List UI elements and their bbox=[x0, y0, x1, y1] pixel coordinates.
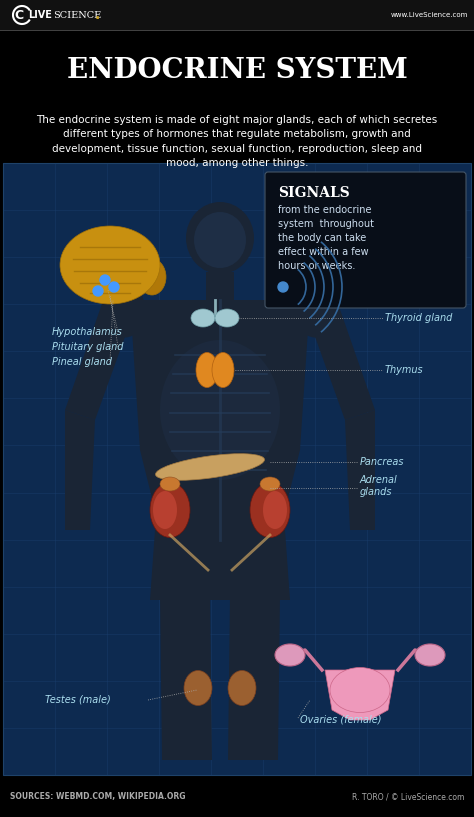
Bar bbox=[206, 272, 234, 300]
Circle shape bbox=[100, 275, 110, 285]
Polygon shape bbox=[228, 595, 280, 760]
Text: ENDOCRINE SYSTEM: ENDOCRINE SYSTEM bbox=[67, 56, 407, 83]
Text: Thyroid gland: Thyroid gland bbox=[385, 313, 452, 323]
Ellipse shape bbox=[160, 477, 180, 491]
Ellipse shape bbox=[295, 283, 335, 337]
Text: SOURCES: WEBMD.COM, WIKIPEDIA.ORG: SOURCES: WEBMD.COM, WIKIPEDIA.ORG bbox=[10, 792, 185, 801]
Ellipse shape bbox=[155, 453, 264, 480]
Bar bbox=[0, 777, 474, 817]
Text: Thymus: Thymus bbox=[385, 365, 424, 375]
Text: from the endocrine
system  throughout
the body can take
effect within a few
hour: from the endocrine system throughout the… bbox=[278, 205, 374, 271]
Text: Hypothalamus: Hypothalamus bbox=[52, 327, 123, 337]
Polygon shape bbox=[345, 410, 375, 530]
Ellipse shape bbox=[153, 491, 177, 529]
Text: SCIENCE: SCIENCE bbox=[53, 11, 101, 20]
Text: Adrenal: Adrenal bbox=[360, 475, 398, 485]
Ellipse shape bbox=[275, 644, 305, 666]
Text: C: C bbox=[14, 8, 23, 21]
Text: The endocrine system is made of eight major glands, each of which secretes
diffe: The endocrine system is made of eight ma… bbox=[36, 115, 438, 168]
Text: .: . bbox=[95, 8, 100, 22]
Ellipse shape bbox=[263, 491, 287, 529]
Ellipse shape bbox=[415, 644, 445, 666]
Polygon shape bbox=[130, 300, 310, 530]
Text: SIGNALS: SIGNALS bbox=[278, 186, 350, 200]
Text: glands: glands bbox=[360, 487, 392, 497]
Ellipse shape bbox=[60, 226, 160, 304]
Ellipse shape bbox=[260, 477, 280, 491]
Circle shape bbox=[278, 282, 288, 292]
Ellipse shape bbox=[150, 483, 190, 538]
Text: Pancreas: Pancreas bbox=[360, 457, 404, 467]
Ellipse shape bbox=[138, 259, 166, 295]
Ellipse shape bbox=[194, 212, 246, 268]
Polygon shape bbox=[65, 410, 95, 530]
Text: Pituitary gland: Pituitary gland bbox=[52, 342, 124, 352]
Text: www.LiveScience.com: www.LiveScience.com bbox=[391, 12, 468, 18]
Ellipse shape bbox=[184, 671, 212, 706]
Ellipse shape bbox=[330, 667, 390, 712]
Ellipse shape bbox=[105, 283, 145, 337]
Text: Ovaries (female): Ovaries (female) bbox=[300, 715, 382, 725]
Polygon shape bbox=[300, 295, 375, 420]
Text: R. TORO / © LiveScience.com: R. TORO / © LiveScience.com bbox=[352, 792, 464, 801]
Text: Testes (male): Testes (male) bbox=[45, 695, 111, 705]
Ellipse shape bbox=[186, 202, 254, 274]
Text: Pineal gland: Pineal gland bbox=[52, 357, 112, 367]
Bar bbox=[0, 30, 474, 160]
Polygon shape bbox=[160, 595, 212, 760]
Polygon shape bbox=[150, 530, 290, 600]
Circle shape bbox=[93, 286, 103, 296]
Ellipse shape bbox=[191, 309, 215, 327]
Ellipse shape bbox=[250, 483, 290, 538]
Bar bbox=[0, 0, 474, 30]
Bar bbox=[3, 163, 471, 775]
Ellipse shape bbox=[212, 352, 234, 387]
Circle shape bbox=[109, 282, 119, 292]
Ellipse shape bbox=[228, 671, 256, 706]
Ellipse shape bbox=[196, 352, 218, 387]
Polygon shape bbox=[65, 295, 140, 420]
FancyBboxPatch shape bbox=[265, 172, 466, 308]
Polygon shape bbox=[325, 670, 395, 720]
Ellipse shape bbox=[160, 340, 280, 480]
Ellipse shape bbox=[215, 309, 239, 327]
Text: LIVE: LIVE bbox=[28, 10, 52, 20]
